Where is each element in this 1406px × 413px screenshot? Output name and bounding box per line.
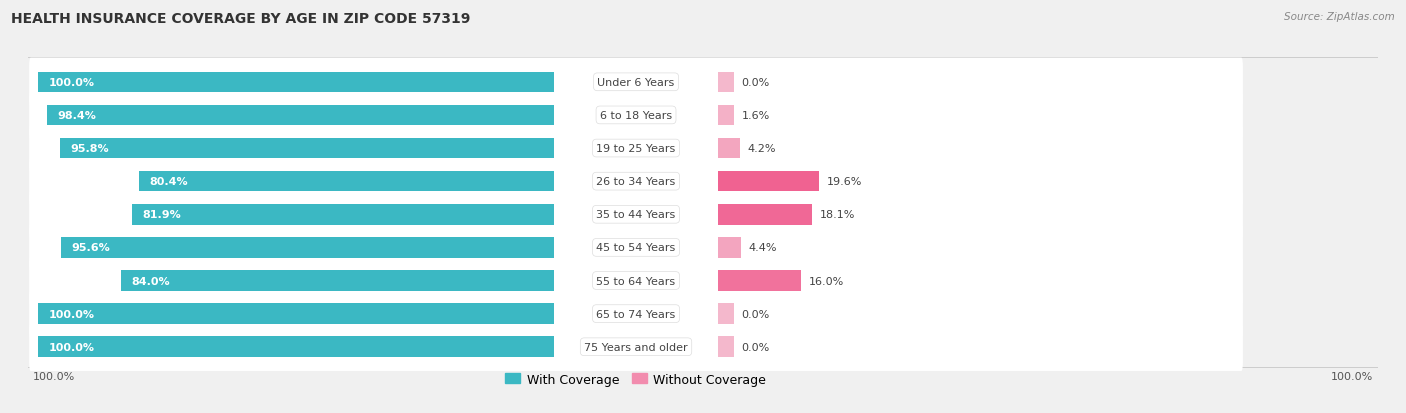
FancyBboxPatch shape <box>30 191 1243 239</box>
Text: Under 6 Years: Under 6 Years <box>598 78 675 88</box>
Text: 100.0%: 100.0% <box>49 309 94 319</box>
Bar <box>718 72 734 93</box>
Text: 100.0%: 100.0% <box>34 371 76 381</box>
Bar <box>132 204 554 225</box>
Bar <box>718 237 741 258</box>
Text: 65 to 74 Years: 65 to 74 Years <box>596 309 676 319</box>
Text: 75 Years and older: 75 Years and older <box>585 342 688 352</box>
Text: 19.6%: 19.6% <box>827 177 862 187</box>
Bar <box>60 138 554 159</box>
Text: 4.4%: 4.4% <box>749 243 778 253</box>
Bar <box>718 337 734 357</box>
Text: 95.6%: 95.6% <box>72 243 110 253</box>
Text: 95.8%: 95.8% <box>70 144 110 154</box>
Bar <box>46 105 554 126</box>
Text: 18.1%: 18.1% <box>820 210 855 220</box>
Text: 1.6%: 1.6% <box>741 111 770 121</box>
Text: 100.0%: 100.0% <box>49 78 94 88</box>
FancyBboxPatch shape <box>30 59 1243 107</box>
Text: 84.0%: 84.0% <box>131 276 170 286</box>
Text: 98.4%: 98.4% <box>58 111 96 121</box>
Text: 0.0%: 0.0% <box>741 309 770 319</box>
Text: 26 to 34 Years: 26 to 34 Years <box>596 177 676 187</box>
Bar <box>60 237 554 258</box>
Bar <box>121 271 554 291</box>
FancyBboxPatch shape <box>30 323 1243 371</box>
Text: 0.0%: 0.0% <box>741 78 770 88</box>
Bar <box>38 304 554 324</box>
Text: 45 to 54 Years: 45 to 54 Years <box>596 243 676 253</box>
Text: 100.0%: 100.0% <box>1330 371 1372 381</box>
FancyBboxPatch shape <box>30 158 1243 206</box>
Bar <box>718 304 734 324</box>
Text: Source: ZipAtlas.com: Source: ZipAtlas.com <box>1284 12 1395 22</box>
FancyBboxPatch shape <box>30 290 1243 338</box>
Bar <box>38 337 554 357</box>
Text: 4.2%: 4.2% <box>748 144 776 154</box>
Text: 0.0%: 0.0% <box>741 342 770 352</box>
Bar <box>718 204 811 225</box>
Text: 19 to 25 Years: 19 to 25 Years <box>596 144 676 154</box>
Text: 35 to 44 Years: 35 to 44 Years <box>596 210 676 220</box>
Bar <box>718 138 740 159</box>
Text: 16.0%: 16.0% <box>808 276 844 286</box>
Text: 55 to 64 Years: 55 to 64 Years <box>596 276 676 286</box>
Text: 100.0%: 100.0% <box>49 342 94 352</box>
Bar <box>38 72 554 93</box>
Text: 80.4%: 80.4% <box>149 177 188 187</box>
Bar <box>718 271 801 291</box>
FancyBboxPatch shape <box>30 92 1243 140</box>
Bar <box>139 171 554 192</box>
FancyBboxPatch shape <box>30 125 1243 173</box>
Bar <box>718 105 734 126</box>
Text: 81.9%: 81.9% <box>142 210 181 220</box>
Legend: With Coverage, Without Coverage: With Coverage, Without Coverage <box>501 368 770 391</box>
Bar <box>718 171 820 192</box>
Text: HEALTH INSURANCE COVERAGE BY AGE IN ZIP CODE 57319: HEALTH INSURANCE COVERAGE BY AGE IN ZIP … <box>11 12 471 26</box>
Text: 6 to 18 Years: 6 to 18 Years <box>600 111 672 121</box>
FancyBboxPatch shape <box>30 257 1243 305</box>
FancyBboxPatch shape <box>30 224 1243 272</box>
